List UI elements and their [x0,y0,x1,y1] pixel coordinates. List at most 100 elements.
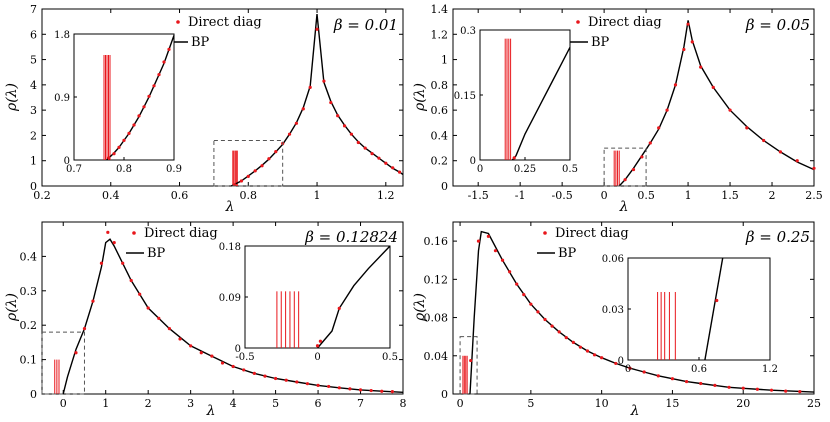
direct-diag-point [673,83,678,87]
y-axis-label: ρ(λ) [412,83,428,112]
direct-diag-point [210,354,214,358]
beta-annotation: β = 0.01 [333,16,398,34]
direct-diag-point [370,152,374,156]
direct-diag-point [146,306,150,310]
direct-diag-point [665,108,669,112]
direct-diag-point [315,27,319,31]
direct-diag-point [305,382,310,386]
direct-diag-point [493,249,498,253]
inset: 0 0.25 0.5 0 0.15 0.3 [454,26,578,175]
direct-diag-point [690,40,694,44]
direct-diag-point [358,388,363,392]
inset-direct-diag-point [122,138,126,142]
x-tick-label: 25 [807,397,821,410]
inset-y-tick-label: 0 [235,344,241,355]
y-tick-label: 1.4 [431,3,449,16]
inset-x-tick-label: 0.9 [166,164,182,175]
direct-diag-point [397,170,402,174]
x-tick-label: 2 [145,397,152,410]
inset-direct-diag-point [162,60,166,64]
y-tick-label: 0.2 [20,319,38,332]
x-tick-label: 0 [601,189,608,202]
x-tick-label: 7 [357,397,364,410]
direct-diag-point [231,364,235,369]
y-tick-label: 0.6 [431,104,449,117]
inset-y-tick-label: 0.06 [602,254,624,265]
beta-annotation: β = 0.12824 [304,228,398,246]
y-tick-label: 0.4 [431,129,449,142]
inset-direct-diag-point [315,344,320,348]
direct-diag-point [308,85,312,89]
direct-diag-point [486,234,490,238]
direct-diag-point [263,374,267,378]
direct-diag-point [377,156,381,160]
direct-diag-point [327,384,331,389]
direct-diag-point [631,167,636,172]
y-tick-label: 4 [30,79,37,92]
direct-diag-point [778,150,783,154]
direct-diag-point [189,344,193,348]
inset-x-tick-label: 0.25 [514,164,536,175]
direct-diag-point [384,161,388,165]
direct-diag-point [699,65,703,69]
y-tick-label: 0 [30,388,37,401]
direct-diag-point [273,376,278,381]
x-tick-label: 2.5 [805,189,823,202]
y-tick-label: 6 [30,28,37,41]
legend-direct-marker [132,231,136,235]
direct-diag-point [585,349,590,353]
y-axis-label: ρ(λ) [4,293,20,322]
x-tick-label: 2 [769,189,776,202]
direct-diag-point [253,169,257,173]
inset-x-tick-label: 0.5 [382,352,398,363]
direct-diag-point [369,388,373,393]
y-tick-label: 0.12 [424,273,449,286]
x-tick-label: 0.6 [171,189,189,202]
legend-direct-marker [576,20,580,24]
direct-diag-point [741,386,745,390]
direct-diag-point [469,358,473,363]
direct-diag-point [798,390,802,394]
inset-direct-diag-point [127,131,131,135]
inset-y-tick-label: 0 [64,156,70,167]
legend-bp-label: BP [147,246,166,261]
inset-bp-line [316,245,391,349]
direct-diag-point [578,345,583,349]
x-tick-label: 4 [230,397,237,410]
direct-diag-point [294,121,299,125]
direct-diag-point [476,239,481,243]
direct-diag-point [390,389,394,394]
x-tick-label: 8 [400,397,407,410]
direct-diag-point [322,79,326,83]
x-tick-label: 5 [272,397,279,410]
inset-bp-line [704,257,724,361]
direct-diag-point [623,178,627,182]
inset: 0 0.6 1.2 0 0.03 0.06 [602,254,778,375]
legend-direct-label: Direct diag [188,15,262,30]
direct-diag-point [784,389,788,393]
direct-diag-point [129,278,133,283]
y-tick-label: 0 [441,388,448,401]
plot-frame [41,8,404,187]
inset-direct-diag-point [157,73,161,77]
direct-diag-point [699,381,703,386]
inset-y-tick-label: 0.9 [54,93,70,104]
direct-diag-point [391,166,395,170]
direct-diag-point [239,179,244,183]
inset-y-tick-label: 0.18 [219,242,241,253]
direct-diag-point [713,383,717,387]
inset-direct-diag-point [142,105,146,109]
direct-diag-point [508,270,512,274]
direct-diag-point [728,108,732,112]
direct-diag-point [91,299,95,303]
x-tick-label: 10 [595,397,609,410]
inset-direct-diag-point [112,152,116,156]
x-tick-label: 1.2 [377,189,395,202]
direct-diag-point [380,389,384,393]
panel-beta-0.05: -1.5 -1 -0.5 0 0.5 1 1.5 2 2.5 0 0.2 0.4 0.6 0.8 1 1.2 1… [412,3,823,215]
inset: 0.7 0.8 0.9 0 0.9 1.8 [54,30,182,175]
y-tick-label: 0.4 [20,250,38,263]
direct-diag-point [178,337,182,341]
direct-diag-point [648,141,652,145]
